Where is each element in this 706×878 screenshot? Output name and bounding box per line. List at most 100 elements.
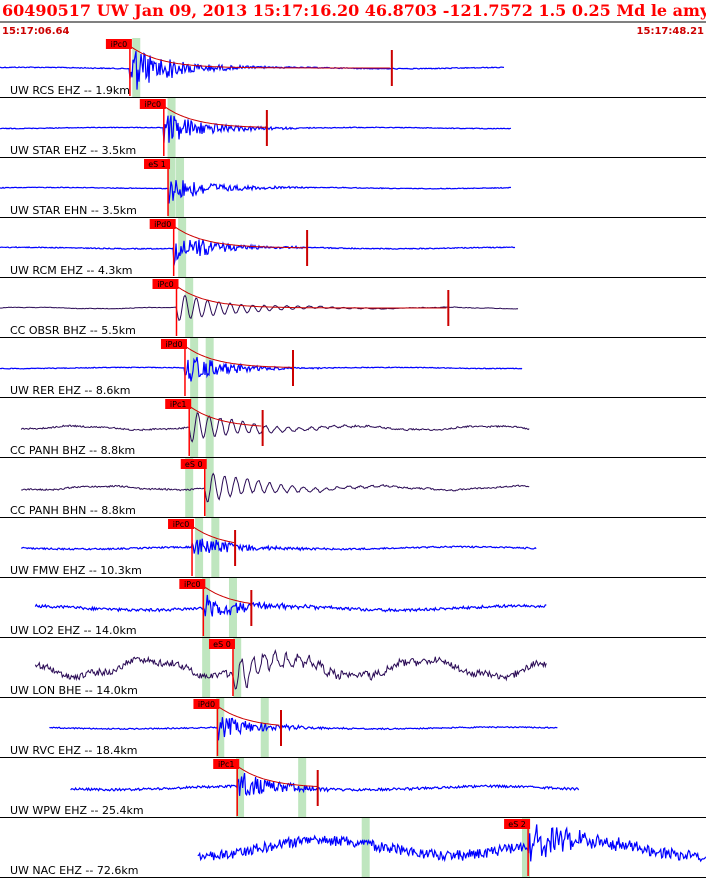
channel-label: UW LON BHE -- 14.0km	[10, 684, 138, 697]
waveform-line	[20, 538, 537, 555]
waveform-line	[34, 649, 547, 690]
phase-window	[233, 638, 242, 698]
pick-label: eS 1	[144, 159, 171, 169]
channel-label: UW RVC EHZ -- 18.4km	[10, 744, 137, 757]
waveform-line	[70, 772, 580, 797]
waveform-line	[0, 239, 516, 266]
phase-window	[228, 578, 237, 638]
channel-label: UW STAR EHZ -- 3.5km	[10, 144, 136, 157]
pick-text: iPd0	[154, 220, 171, 229]
pick-box	[179, 579, 206, 589]
pick-text: iPd0	[198, 700, 215, 709]
pick-text: iPc0	[111, 40, 128, 49]
pick-text: eS 1	[148, 160, 166, 169]
pick-label: eS 2	[504, 819, 531, 829]
coda-fit-curve	[184, 345, 293, 368]
phase-window	[361, 818, 370, 878]
pick-box	[213, 759, 240, 769]
pick-text: iPc0	[157, 280, 174, 289]
channel-label: UW RCS EHZ -- 1.9km	[10, 84, 130, 97]
coda-fit-curve	[176, 285, 447, 309]
pick-label: iPc1	[165, 399, 192, 409]
coda-fit-curve	[191, 525, 235, 544]
coda-fit-curve	[173, 225, 306, 249]
channel-label: CC PANH BHN -- 8.8km	[10, 504, 136, 517]
pick-label: iPd0	[160, 339, 187, 349]
channel-label: UW RER EHZ -- 8.6km	[10, 384, 130, 397]
waveform-line	[34, 594, 547, 617]
pick-label: iPd0	[193, 699, 220, 709]
pick-text: iPc0	[145, 100, 162, 109]
trace-panel: iPd0 UW RVC EHZ -- 18.4km	[0, 698, 706, 758]
coda-fit-curve	[236, 765, 318, 787]
trace-panels: iPc0 UW RCS EHZ -- 1.9km iPc0 UW STAR EHZ -…	[0, 38, 706, 878]
pick-box	[160, 339, 187, 349]
pick-box	[168, 519, 195, 529]
pick-label: iPc0	[105, 39, 132, 49]
pick-box	[152, 279, 179, 289]
window-start-time: 15:17:06.64	[2, 26, 70, 37]
phase-window	[205, 398, 214, 458]
trace-panel: eS 1 UW STAR EHN -- 3.5km	[0, 158, 706, 218]
trace-panel: iPc0 UW RCS EHZ -- 1.9km	[0, 38, 706, 98]
channel-label: CC OBSR BHZ -- 5.5km	[10, 324, 136, 337]
channel-label: UW FMW EHZ -- 10.3km	[10, 564, 142, 577]
phase-window	[298, 758, 307, 818]
trace-panel: iPc0 CC OBSR BHZ -- 5.5km	[0, 278, 706, 338]
trace-panel: iPc1 UW WPW EHZ -- 25.4km	[0, 758, 706, 818]
trace-panel: iPd0 UW RER EHZ -- 8.6km	[0, 338, 706, 398]
trace-panel: iPc0 UW FMW EHZ -- 10.3km	[0, 518, 706, 578]
pick-text: iPc1	[170, 400, 187, 409]
channel-label: CC PANH BHZ -- 8.8km	[10, 444, 135, 457]
coda-fit-curve	[217, 705, 280, 726]
phase-window	[205, 458, 214, 518]
coda-fit-curve	[203, 585, 252, 605]
pick-label: iPc0	[168, 519, 195, 529]
pick-box	[144, 159, 171, 169]
waveform-line	[197, 824, 706, 863]
pick-label: iPd0	[149, 219, 176, 229]
phase-window	[202, 638, 211, 698]
pick-text: eS 2	[508, 820, 526, 829]
pick-text: iPc0	[173, 520, 190, 529]
channel-label: UW STAR EHN -- 3.5km	[10, 204, 137, 217]
phase-window	[260, 698, 269, 758]
pick-text: iPc1	[218, 760, 235, 769]
pick-box	[165, 399, 192, 409]
pick-label: iPc0	[152, 279, 179, 289]
waveform-line	[49, 717, 558, 741]
pick-box	[180, 459, 207, 469]
phase-window	[185, 458, 194, 518]
pick-box	[504, 819, 531, 829]
trace-panel: eS 0 CC PANH BHN -- 8.8km	[0, 458, 706, 518]
coda-fit-curve	[188, 405, 262, 427]
pick-label: iPc0	[179, 579, 206, 589]
pick-label: eS 0	[180, 459, 207, 469]
trace-panel: iPc0 UW STAR EHZ -- 3.5km	[0, 98, 706, 158]
channel-label: UW NAC EHZ -- 72.6km	[10, 864, 138, 877]
waveform-line	[20, 412, 530, 443]
channel-label: UW WPW EHZ -- 25.4km	[10, 804, 144, 817]
phase-window	[190, 338, 199, 398]
pick-box	[149, 219, 176, 229]
pick-text: eS 0	[185, 460, 203, 469]
pick-label: iPc0	[139, 99, 166, 109]
phase-window	[178, 218, 187, 278]
event-title: 60490517 UW Jan 09, 2013 15:17:16.20 46.…	[2, 1, 706, 20]
phase-window	[176, 158, 185, 218]
pick-box	[139, 99, 166, 109]
coda-fit-curve	[163, 105, 266, 128]
trace-panel: iPc0 UW LO2 EHZ -- 14.0km	[0, 578, 706, 638]
trace-panel: eS 0 UW LON BHE -- 14.0km	[0, 638, 706, 698]
waveform-line	[0, 180, 512, 204]
trace-panel: iPc1 CC PANH BHZ -- 8.8km	[0, 398, 706, 458]
trace-panel: iPd0 UW RCM EHZ -- 4.3km	[0, 218, 706, 278]
pick-text: eS 0	[213, 640, 231, 649]
phase-window	[185, 278, 194, 338]
pick-label: iPc1	[213, 759, 240, 769]
window-end-time: 15:17:48.21	[637, 26, 705, 37]
pick-text: iPd0	[165, 340, 182, 349]
channel-label: UW LO2 EHZ -- 14.0km	[10, 624, 137, 637]
waveform-line	[0, 115, 512, 143]
pick-box	[105, 39, 132, 49]
